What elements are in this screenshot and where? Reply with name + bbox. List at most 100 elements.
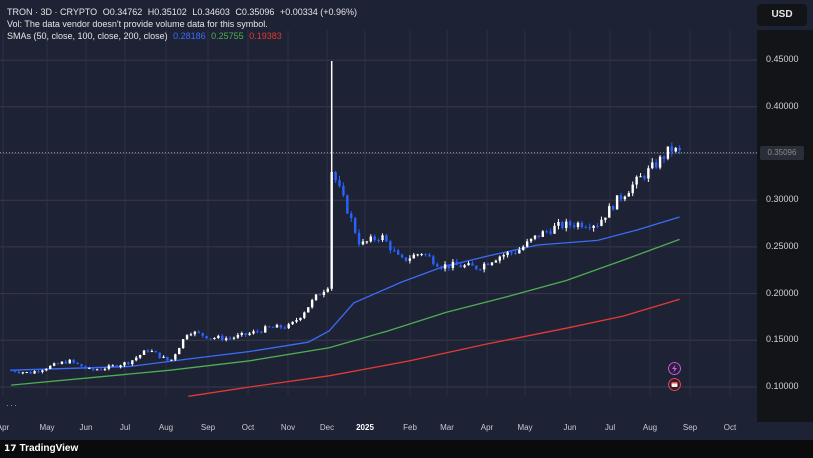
candle-body bbox=[357, 232, 361, 245]
candle-body bbox=[60, 361, 64, 364]
candle-body bbox=[68, 359, 71, 364]
candle-body bbox=[342, 185, 345, 196]
candle-body bbox=[611, 206, 615, 210]
candle-body bbox=[420, 254, 423, 256]
more-options-button[interactable]: ··· bbox=[6, 400, 18, 410]
candle-body bbox=[310, 299, 314, 308]
candle-body bbox=[471, 263, 474, 266]
candle-body bbox=[213, 338, 216, 340]
candle-body bbox=[467, 263, 470, 266]
x-tick-label: Nov bbox=[280, 423, 296, 432]
candle-body bbox=[436, 264, 439, 267]
candle-body bbox=[150, 351, 154, 353]
candle-body bbox=[412, 254, 415, 259]
candle-body bbox=[389, 241, 392, 251]
lightning-icon[interactable] bbox=[668, 362, 681, 375]
candle-body bbox=[447, 264, 451, 269]
sma-label: SMAs (50, close, 100, close, 200, close) bbox=[7, 31, 168, 41]
candle-body bbox=[131, 360, 134, 365]
candle-body bbox=[568, 221, 572, 226]
candle-body bbox=[510, 252, 513, 254]
price-chart[interactable] bbox=[0, 0, 813, 440]
candle-body bbox=[647, 168, 650, 179]
candle-body bbox=[596, 225, 599, 227]
x-tick-label: 2025 bbox=[356, 423, 374, 432]
candle-body bbox=[623, 196, 627, 200]
candle-body bbox=[615, 195, 619, 210]
candle-body bbox=[522, 246, 525, 250]
candle-body bbox=[92, 367, 95, 370]
candle-body bbox=[252, 331, 255, 334]
x-tick-label: Aug bbox=[642, 423, 658, 432]
candle-body bbox=[174, 354, 177, 360]
candle-body bbox=[475, 265, 478, 270]
x-tick-label: Apr bbox=[480, 423, 494, 432]
candle-body bbox=[33, 371, 36, 374]
candle-body bbox=[45, 368, 48, 371]
candle-body bbox=[115, 365, 118, 368]
open-value: O0.34762 bbox=[102, 7, 143, 17]
candle-body bbox=[393, 250, 396, 252]
candle-body bbox=[506, 252, 509, 256]
candle-body bbox=[459, 265, 462, 268]
candle-body bbox=[185, 335, 189, 340]
candle-body bbox=[353, 218, 357, 233]
candle-body bbox=[72, 359, 75, 363]
sma-lines bbox=[11, 216, 680, 397]
candle-body bbox=[221, 335, 224, 340]
candle-body bbox=[600, 219, 603, 226]
candle-body bbox=[549, 231, 552, 234]
candle-body bbox=[529, 238, 533, 242]
candle-body bbox=[201, 332, 204, 336]
candle-body bbox=[197, 331, 200, 333]
currency-button[interactable]: USD bbox=[757, 4, 807, 26]
high-value: H0.35102 bbox=[147, 7, 187, 17]
candle-body bbox=[658, 156, 662, 168]
candle-body bbox=[95, 369, 99, 371]
candle-body bbox=[178, 348, 181, 355]
candle-body bbox=[350, 213, 353, 219]
candle-body bbox=[283, 327, 286, 329]
candle-body bbox=[369, 236, 372, 242]
candle-body bbox=[41, 370, 44, 372]
candle-body bbox=[107, 365, 111, 369]
candle-body bbox=[307, 307, 310, 313]
sma-line-100 bbox=[11, 238, 680, 386]
candle-body bbox=[193, 331, 197, 335]
sma-legend-row[interactable]: SMAs (50, close, 100, close, 200, close)… bbox=[7, 30, 357, 42]
candle-body bbox=[127, 362, 130, 365]
candle-body bbox=[408, 258, 412, 261]
candle-body bbox=[631, 184, 634, 194]
candle-body bbox=[158, 352, 161, 358]
candle-body bbox=[267, 326, 271, 328]
price-scale[interactable] bbox=[757, 30, 813, 422]
candle-body bbox=[490, 262, 494, 265]
x-tick-label: Sep bbox=[682, 423, 698, 432]
candle-body bbox=[627, 193, 631, 197]
candle-body bbox=[608, 206, 611, 218]
candle-body bbox=[232, 337, 236, 339]
tradingview-logo[interactable]: 𝟭𝟳 TradingView bbox=[4, 443, 78, 454]
sma200-value: 0.19383 bbox=[249, 31, 282, 41]
x-tick-label: May bbox=[517, 423, 533, 432]
change-value: +0.00334 (+0.96%) bbox=[279, 7, 358, 17]
candle-body bbox=[295, 320, 298, 322]
candle-body bbox=[56, 363, 60, 365]
candle-body bbox=[162, 356, 165, 358]
sma100-value: 0.25755 bbox=[211, 31, 244, 41]
sma50-value: 0.28186 bbox=[173, 31, 206, 41]
x-tick-label: Jul bbox=[119, 423, 131, 432]
candle-body bbox=[166, 356, 169, 361]
chart-legend: TRON · 3D · CRYPTO O0.34762 H0.35102 L0.… bbox=[7, 6, 357, 42]
volume-note: Vol: The data vendor doesn't provide vol… bbox=[7, 19, 268, 29]
candle-body bbox=[572, 225, 576, 228]
symbol-info[interactable]: TRON · 3D · CRYPTO bbox=[7, 7, 98, 17]
calendar-event-icon[interactable] bbox=[668, 378, 681, 391]
candle-body bbox=[424, 254, 427, 256]
candle-body bbox=[76, 362, 79, 365]
candle-body bbox=[21, 372, 25, 374]
candle-body bbox=[514, 252, 517, 254]
candle-body bbox=[135, 357, 138, 361]
grid-lines bbox=[0, 30, 757, 395]
candle-body bbox=[662, 156, 666, 159]
